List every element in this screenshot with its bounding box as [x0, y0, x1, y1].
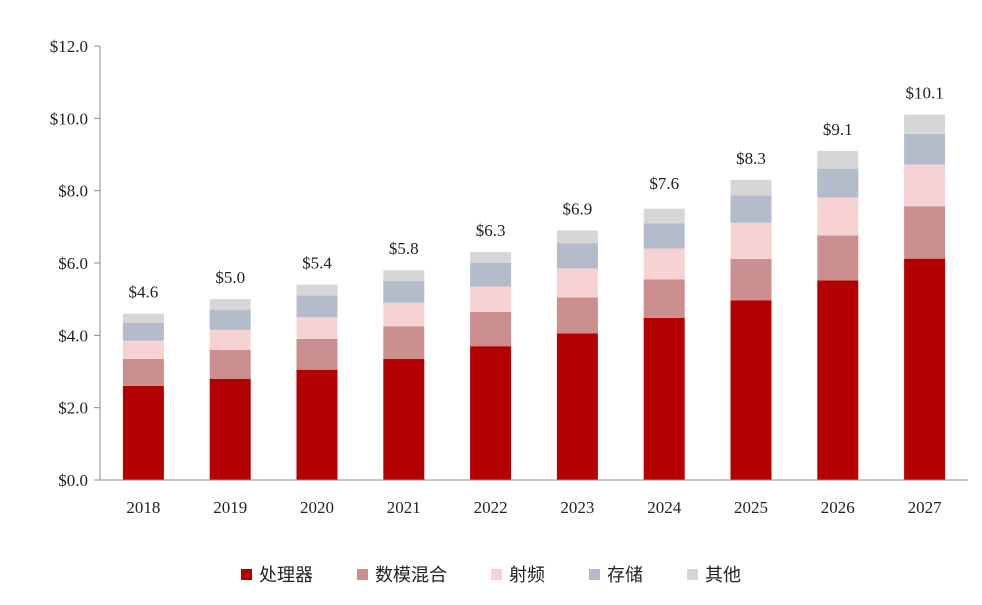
x-tick-label-2019: 2019 [213, 498, 247, 517]
bar-segment-2023-4 [556, 230, 598, 244]
bar-segment-2022-3 [470, 263, 512, 287]
y-tick-label: $2.0 [58, 399, 88, 418]
total-label-2025: $8.3 [736, 149, 766, 168]
x-tick-label-2022: 2022 [474, 498, 508, 517]
bar-segment-2019-2 [209, 329, 251, 350]
bar-segment-2024-3 [643, 223, 685, 249]
y-tick-label: $0.0 [58, 471, 88, 490]
bar-segment-2027-2 [904, 164, 946, 207]
legend-item-2: 射频 [491, 561, 545, 587]
bar-segment-2026-2 [817, 197, 859, 236]
bar-segment-2019-3 [209, 310, 251, 330]
x-tick-label-2023: 2023 [560, 498, 594, 517]
bar-segment-2019-4 [209, 299, 251, 311]
bar-segment-2024-1 [643, 279, 685, 318]
bar-segment-2025-2 [730, 222, 772, 260]
total-label-2022: $6.3 [476, 221, 506, 240]
bar-segment-2022-1 [470, 311, 512, 347]
bar-segment-2023-0 [556, 333, 598, 480]
legend-label: 其他 [705, 565, 741, 586]
bar-segment-2020-1 [296, 338, 338, 370]
x-tick-label-2026: 2026 [821, 498, 855, 517]
bar-segment-2024-4 [643, 208, 685, 224]
bar-segment-2018-3 [122, 322, 164, 341]
y-tick-label: $12.0 [50, 37, 88, 56]
bar-segment-2020-4 [296, 284, 338, 296]
bar-segment-2024-0 [643, 317, 685, 480]
bar-segment-2019-0 [209, 378, 251, 480]
legend-label: 数模混合 [375, 565, 447, 586]
legend-label: 射频 [509, 565, 545, 586]
bar-segment-2018-4 [122, 313, 164, 323]
legend-item-4: 其他 [687, 561, 741, 587]
x-tick-label-2025: 2025 [734, 498, 768, 517]
y-tick-label: $6.0 [58, 254, 88, 273]
bar-segment-2027-3 [904, 133, 946, 165]
x-tick-label-2024: 2024 [647, 498, 682, 517]
legend: 处理器 数模混合 射频 存储 其他 [0, 558, 982, 590]
bar-segment-2020-2 [296, 317, 338, 339]
x-tick-label-2021: 2021 [387, 498, 421, 517]
bar-segment-2019-1 [209, 349, 251, 379]
bar-segment-2026-4 [817, 150, 859, 169]
y-tick-label: $8.0 [58, 182, 88, 201]
bar-segment-2027-4 [904, 114, 946, 134]
legend-label: 处理器 [259, 565, 313, 586]
bar-segment-2024-2 [643, 248, 685, 280]
bar-segment-2026-0 [817, 280, 859, 480]
x-tick-label-2020: 2020 [300, 498, 334, 517]
bar-segment-2025-4 [730, 179, 772, 196]
axes-layer [94, 45, 968, 481]
total-label-2024: $7.6 [649, 174, 679, 193]
bar-segment-2021-0 [383, 358, 425, 480]
bar-segment-2018-0 [122, 385, 164, 480]
total-label-2021: $5.8 [389, 239, 419, 258]
bar-segment-2021-1 [383, 326, 425, 359]
bar-segment-2023-1 [556, 297, 598, 334]
bar-segment-2020-0 [296, 369, 338, 480]
legend-swatch [491, 568, 502, 580]
bar-segment-2025-0 [730, 300, 772, 480]
total-label-2026: $9.1 [823, 120, 853, 139]
bar-segment-2021-3 [383, 281, 425, 303]
legend-item-3: 存储 [589, 561, 643, 587]
total-label-2019: $5.0 [215, 268, 245, 287]
total-label-2023: $6.9 [563, 199, 593, 218]
bar-segment-2022-4 [470, 252, 512, 263]
bar-segment-2022-0 [470, 346, 512, 480]
total-label-2018: $4.6 [129, 283, 159, 302]
legend-label: 存储 [607, 565, 643, 586]
legend-swatch [589, 568, 600, 580]
y-tick-label: $10.0 [50, 109, 88, 128]
bar-segment-2026-3 [817, 168, 859, 198]
legend-item-1: 数模混合 [357, 561, 447, 587]
x-tick-label-2027: 2027 [908, 498, 943, 517]
labels-layer: $4.6 2018 $5.0 2019 $5.4 2020 $5.8 2021 $6.3 2022… [50, 37, 944, 517]
legend-swatch [687, 568, 698, 580]
bar-segment-2023-2 [556, 268, 598, 298]
legend-swatch [357, 568, 368, 580]
bar-segment-2026-1 [817, 235, 859, 281]
bar-segment-2025-3 [730, 195, 772, 223]
bar-segment-2018-2 [122, 340, 164, 359]
bar-segment-2027-1 [904, 206, 946, 259]
legend-swatch [241, 568, 252, 580]
total-label-2020: $5.4 [302, 254, 332, 273]
y-tick-label: $4.0 [58, 326, 88, 345]
bar-segment-2021-4 [383, 270, 425, 282]
bar-segment-2023-3 [556, 243, 598, 269]
bar-segment-2021-2 [383, 302, 425, 327]
bar-segment-2018-1 [122, 358, 164, 386]
bar-segment-2027-0 [904, 258, 946, 480]
bar-segment-2022-2 [470, 286, 512, 312]
total-label-2027: $10.1 [905, 84, 943, 103]
bars-layer [122, 114, 946, 480]
x-tick-label-2018: 2018 [126, 498, 160, 517]
bar-segment-2020-3 [296, 295, 338, 318]
legend-item-0: 处理器 [241, 561, 313, 587]
bar-segment-2025-1 [730, 259, 772, 301]
